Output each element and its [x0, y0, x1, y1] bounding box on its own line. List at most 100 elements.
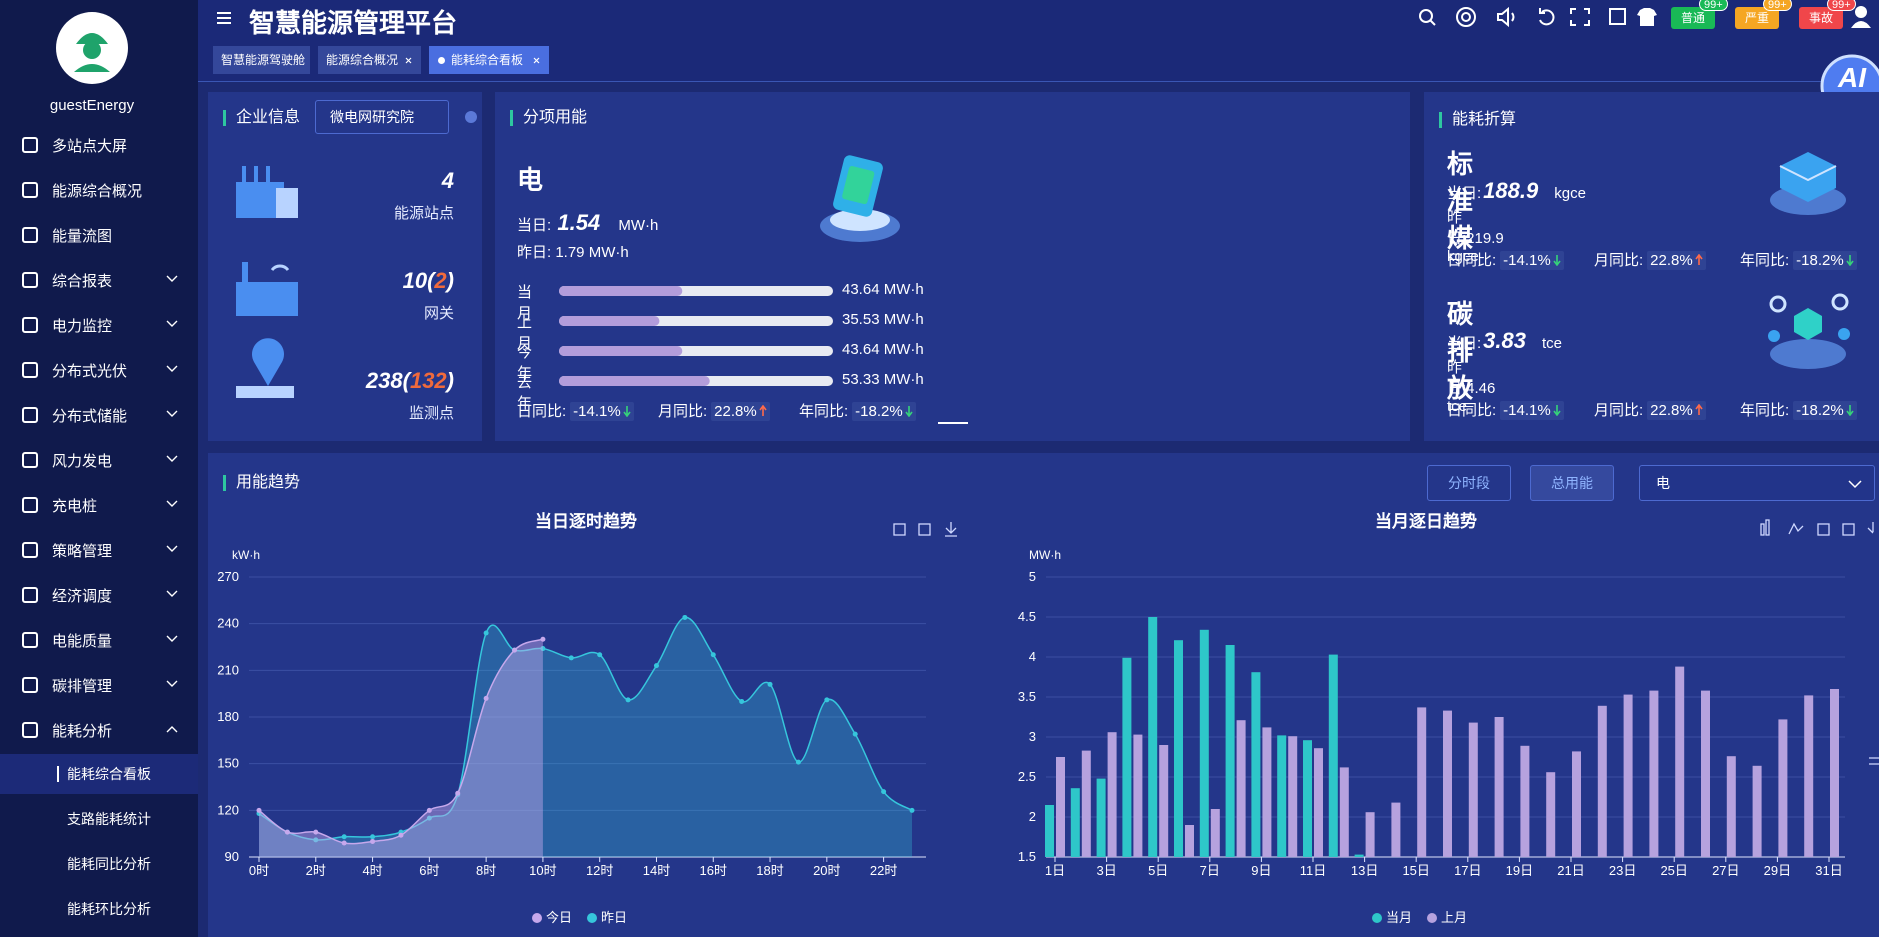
progress-bar — [559, 376, 710, 386]
menu-item[interactable]: 策略管理 — [0, 530, 198, 570]
arrow — [1846, 405, 1854, 417]
comparison-label: 日同比: — [517, 403, 567, 420]
submenu-item[interactable]: 支路能耗统计 — [0, 799, 198, 839]
bar — [1752, 765, 1762, 857]
menu-chevron — [166, 365, 178, 372]
menu-toggle[interactable] — [216, 10, 232, 26]
bar — [1045, 805, 1054, 857]
y-tick-label: 120 — [217, 802, 239, 817]
submenu-label: 能耗环比分析 — [67, 901, 151, 917]
tab[interactable]: 智慧能源驾驶舱 — [213, 46, 310, 74]
menu-chevron — [166, 455, 178, 462]
row-label: 去年 — [517, 374, 533, 412]
tab-label: 能耗综合看板 — [451, 53, 524, 67]
info-icon[interactable] — [464, 110, 478, 124]
alert-badge[interactable]: 严重 — [1735, 7, 1779, 29]
chart-title: 当月逐日趋势 — [1375, 511, 1477, 531]
user-icon[interactable] — [1850, 4, 1872, 30]
submenu-item[interactable]: 能耗同比分析 — [0, 844, 198, 884]
y-tick-label: 270 — [217, 569, 239, 584]
menu-label: 能源综合概况 — [52, 183, 143, 200]
ai-label: AI — [1838, 62, 1866, 93]
menu-icon — [22, 632, 38, 648]
submenu-label: 支路能耗统计 — [67, 811, 151, 827]
menu-label: 能耗分析 — [52, 723, 113, 740]
arrow — [905, 406, 913, 418]
energy-select[interactable]: 电 — [1639, 465, 1875, 501]
icon-shape — [22, 407, 38, 423]
menu-item[interactable]: 能耗分析 — [0, 710, 198, 750]
bar — [1096, 778, 1106, 857]
chart-toolbox[interactable] — [893, 519, 1879, 765]
arrow — [1553, 255, 1561, 267]
menu-item[interactable]: 多站点大屏 — [0, 125, 198, 165]
menu-item[interactable]: 综合报表 — [0, 260, 198, 300]
x-tick-label: 9日 — [1251, 863, 1271, 878]
y-tick-label: 3.5 — [1018, 689, 1036, 704]
menu-item[interactable]: 电力监控 — [0, 305, 198, 345]
alert-badge[interactable]: 普通 — [1671, 7, 1715, 29]
menu-icon — [22, 722, 38, 738]
icon-shape — [22, 272, 38, 288]
trend-button[interactable]: 总用能 — [1530, 465, 1614, 501]
menu-chevron — [166, 275, 178, 282]
bar — [1417, 707, 1427, 857]
menu-item[interactable]: 电能质量 — [0, 620, 198, 660]
legend-label: 昨日 — [601, 910, 627, 925]
bar — [1494, 717, 1504, 857]
x-tick-label: 20时 — [813, 863, 840, 878]
y-tick-label: 90 — [225, 849, 239, 864]
x-tick-label: 19日 — [1506, 863, 1533, 878]
bar — [1391, 802, 1401, 857]
select-arrow — [1848, 480, 1862, 489]
icon-shape — [22, 317, 38, 333]
x-tick-label: 6时 — [419, 863, 439, 878]
x-tick-label: 18时 — [756, 863, 783, 878]
menu-item[interactable]: 充电桩 — [0, 485, 198, 525]
bar — [1159, 745, 1169, 857]
menu-item[interactable]: 分布式光伏 — [0, 350, 198, 390]
series-point — [540, 646, 546, 652]
comparison-label: 年同比: — [1740, 402, 1790, 419]
row-label: 当月 — [517, 284, 533, 322]
energy-name: 电 — [517, 165, 544, 195]
submenu-label: 能耗综合看板 — [67, 766, 151, 782]
bar — [1081, 750, 1091, 857]
x-tick-label: 0时 — [249, 863, 269, 878]
comparison-label: 年同比: — [799, 403, 849, 420]
comparison-label: 月同比: — [658, 403, 708, 420]
icon-shape — [22, 227, 38, 243]
tab[interactable]: 能耗综合看板 — [429, 46, 549, 74]
trend-arrow — [1695, 253, 1703, 265]
close-x — [533, 57, 540, 64]
menu-item[interactable]: 经济调度 — [0, 575, 198, 615]
series-point — [370, 838, 376, 844]
comparison-label: 月同比: — [1594, 402, 1644, 419]
tab[interactable]: 能源综合概况 — [318, 46, 421, 74]
series-point — [426, 807, 432, 813]
menu-item[interactable]: 能量流图 — [0, 215, 198, 255]
menu-item[interactable]: 风力发电 — [0, 440, 198, 480]
item-name: 碳排放 — [1447, 299, 1474, 403]
menu-icon — [22, 317, 38, 333]
menu-item[interactable]: 能源综合概况 — [0, 170, 198, 210]
legend-marker — [587, 913, 597, 923]
submenu-item[interactable]: 能耗综合看板 — [0, 754, 198, 794]
submenu-item[interactable]: 能耗环比分析 — [0, 889, 198, 929]
chevron — [166, 635, 178, 642]
menu-chevron — [166, 545, 178, 552]
icon-shape — [22, 182, 38, 198]
y-tick-label: 2.5 — [1018, 769, 1036, 784]
x-tick-label: 29日 — [1764, 863, 1791, 878]
x-tick-label: 12时 — [586, 863, 613, 878]
enterprise-select[interactable]: 微电网研究院 — [315, 100, 449, 134]
sub-energy-panel: 分项用能 电 当日: 1.54 MW·h 昨日: 1.79 MW·h 当月 43.… — [495, 92, 1410, 441]
menu-item[interactable]: 碳排管理 — [0, 665, 198, 705]
alert-badge[interactable]: 事故 — [1799, 7, 1843, 29]
menu-item[interactable]: 分布式储能 — [0, 395, 198, 435]
bar — [1070, 788, 1080, 857]
trend-button[interactable]: 分时段 — [1427, 465, 1511, 501]
menu-chevron — [166, 500, 178, 507]
menu-label: 经济调度 — [52, 588, 113, 605]
menu-icon — [22, 362, 38, 378]
